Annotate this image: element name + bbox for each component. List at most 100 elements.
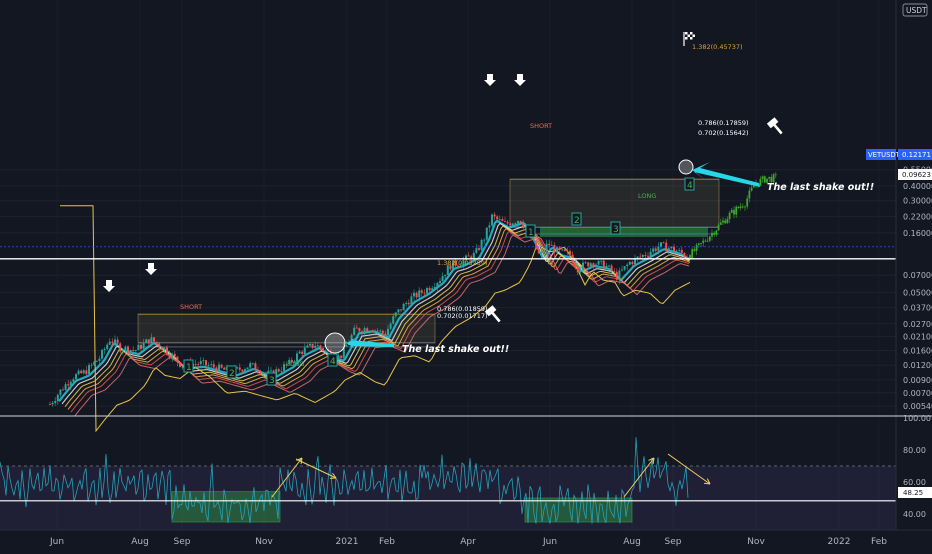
- candle: [296, 353, 298, 362]
- candle: [340, 355, 343, 358]
- candle: [413, 292, 415, 297]
- candle: [569, 251, 571, 255]
- candle: [667, 248, 670, 252]
- projection-candle: [752, 185, 755, 188]
- candle: [431, 288, 434, 291]
- candle: [592, 263, 595, 268]
- svg-text:USDT: USDT: [906, 6, 927, 15]
- time-tick-label: Jun: [49, 537, 64, 547]
- candle: [145, 339, 148, 343]
- time-tick-label: Jun: [542, 537, 557, 547]
- candle: [392, 316, 395, 324]
- projection-candle: [730, 209, 733, 213]
- candle: [114, 339, 116, 344]
- candle: [205, 360, 207, 366]
- candle: [366, 328, 369, 332]
- candle: [62, 389, 64, 391]
- candle: [116, 339, 119, 344]
- candle: [59, 389, 62, 395]
- candle: [540, 252, 543, 254]
- candle: [371, 330, 374, 333]
- usdt-badge[interactable]: USDT: [902, 3, 928, 17]
- svg-text:2: 2: [229, 369, 235, 379]
- projection-candle: [763, 176, 766, 183]
- shakeout-callout-2: The last shake out!!: [767, 182, 874, 193]
- candle: [158, 343, 161, 348]
- candle: [462, 259, 465, 266]
- finish-flag-icon: [683, 32, 695, 46]
- price-tick-label: 0.00540: [903, 402, 932, 411]
- candle: [428, 288, 431, 291]
- candle: [439, 281, 441, 283]
- svg-text:0.12171: 0.12171: [902, 151, 931, 159]
- candle: [522, 222, 525, 228]
- svg-text:4: 4: [330, 357, 336, 367]
- wave-2-box-b: 2: [571, 212, 582, 226]
- candle: [519, 220, 522, 223]
- down-arrow-icon: [103, 280, 115, 292]
- projection-candle: [726, 218, 729, 224]
- candle: [472, 252, 475, 260]
- candle: [49, 404, 51, 405]
- candle: [82, 370, 85, 374]
- candle: [678, 249, 681, 251]
- candle: [602, 260, 605, 269]
- candle: [322, 348, 324, 352]
- candle: [574, 262, 577, 267]
- candle: [236, 367, 239, 369]
- rsi-trend-arrow: [271, 457, 303, 498]
- candle: [95, 360, 98, 362]
- candle: [56, 394, 59, 402]
- candle: [311, 343, 314, 348]
- buy-zone-box: [540, 227, 708, 238]
- candle: [498, 219, 501, 220]
- candle: [98, 358, 101, 361]
- flag-cell: [687, 32, 690, 35]
- projection-candle: [724, 220, 727, 224]
- candle: [649, 251, 652, 256]
- candle: [641, 254, 644, 257]
- candle: [259, 372, 262, 375]
- candle: [303, 347, 306, 355]
- svg-text:0.09623: 0.09623: [902, 171, 931, 179]
- candle: [293, 361, 296, 363]
- down-arrow-icon: [145, 263, 157, 275]
- candle: [662, 242, 665, 244]
- projection-candle: [768, 176, 771, 179]
- flag-cell: [692, 37, 695, 40]
- candle: [459, 265, 462, 267]
- candle: [129, 350, 132, 354]
- candle: [582, 262, 584, 271]
- candle: [290, 359, 293, 363]
- candle: [246, 367, 249, 370]
- candle: [124, 346, 127, 351]
- candle: [197, 363, 200, 365]
- candle: [631, 261, 634, 265]
- candle: [465, 255, 467, 260]
- time-tick-label: Nov: [747, 537, 765, 547]
- time-tick-label: Feb: [379, 537, 395, 547]
- flag-cell: [692, 34, 695, 37]
- candle: [67, 384, 70, 386]
- cyan-arrow-icon: [692, 162, 760, 187]
- candle: [654, 248, 657, 251]
- candle: [556, 247, 558, 253]
- rsi-trend-arrow-head: [329, 472, 337, 479]
- hammer-head: [484, 305, 497, 317]
- flag-cell: [690, 34, 693, 37]
- candle: [423, 292, 426, 294]
- shakeout-callout-1: The last shake out!!: [402, 344, 509, 355]
- candle: [155, 341, 158, 344]
- candle: [54, 401, 57, 403]
- candle: [376, 330, 379, 332]
- candle: [381, 330, 384, 334]
- candle: [218, 364, 220, 372]
- projection-candle: [750, 187, 753, 191]
